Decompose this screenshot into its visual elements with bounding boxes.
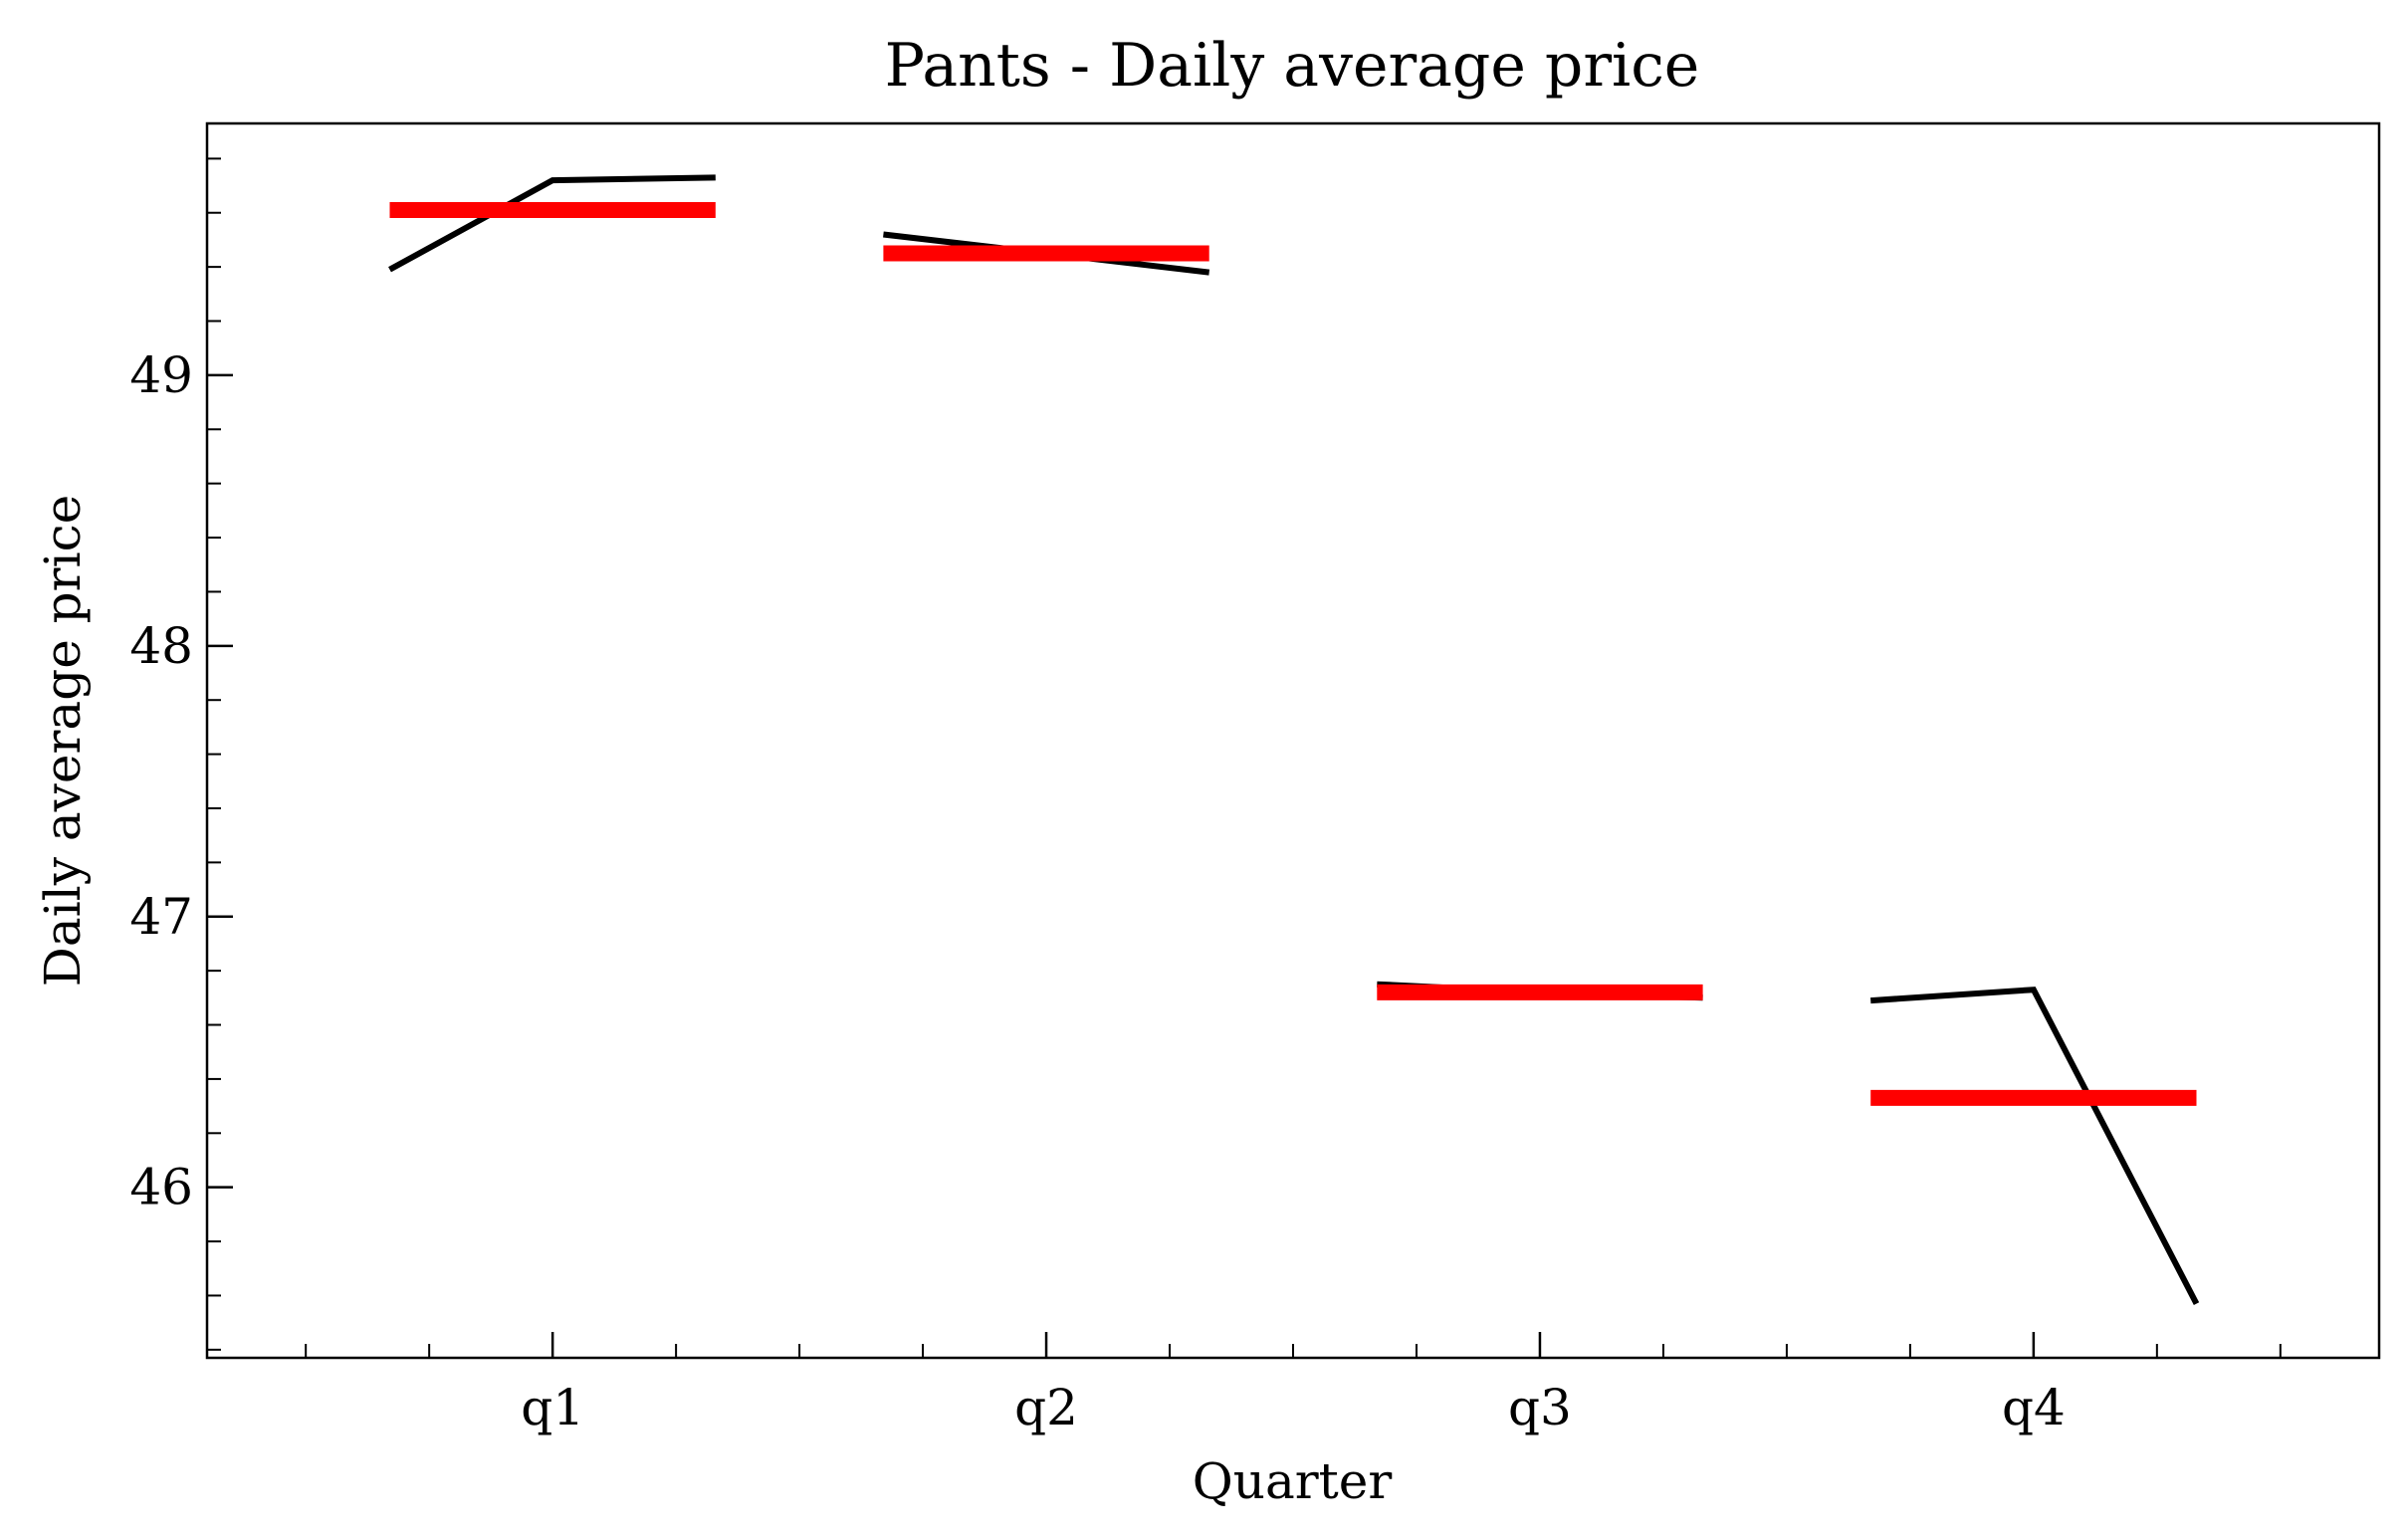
y-tick-label: 46	[129, 1159, 193, 1216]
plot-frame	[205, 121, 2381, 1360]
daily-price-line-q1	[388, 174, 716, 273]
x-tick-label: q3	[1508, 1379, 1572, 1436]
y-tick-label: 49	[129, 346, 193, 404]
daily-price-line-q4	[1870, 987, 2200, 1305]
x-tick-label: q2	[1014, 1379, 1078, 1436]
y-axis-label: Daily average price	[34, 495, 92, 987]
plot-area: q1 q2 q3 q4 46 47 48 49	[129, 121, 2381, 1436]
x-tick-label: q1	[521, 1379, 584, 1436]
chart-title: Pants - Daily average price	[885, 31, 1700, 101]
x-axis-label: Quarter	[1193, 1452, 1393, 1510]
x-tick-label: q4	[2002, 1379, 2066, 1436]
y-tick-label: 47	[129, 888, 193, 946]
y-tick-label: 48	[129, 617, 193, 675]
